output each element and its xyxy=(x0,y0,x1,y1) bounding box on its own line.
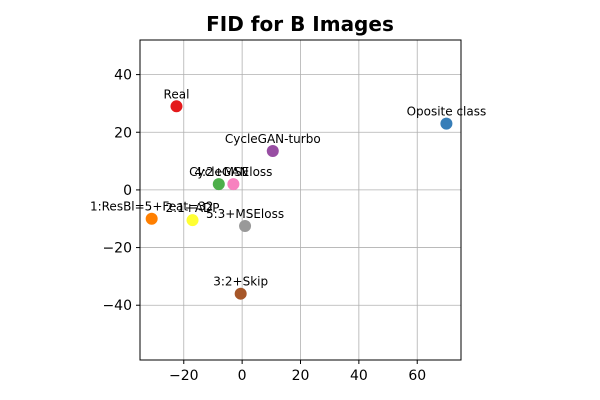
point-label: 5:3+MSEloss xyxy=(206,207,284,221)
x-tick-label: 0 xyxy=(238,368,247,384)
data-point xyxy=(212,178,225,191)
data-point xyxy=(266,144,279,157)
y-tick-label: 20 xyxy=(114,125,132,141)
data-point xyxy=(186,214,199,227)
x-tick-label: 20 xyxy=(292,368,310,384)
point-label: CycleGAN xyxy=(189,165,248,179)
axis-ticks: −20 0 20 40 60 −40 −20 0 20 40 xyxy=(102,68,426,384)
chart-title: FID for B Images xyxy=(206,12,394,36)
data-point xyxy=(239,219,252,232)
data-point xyxy=(440,117,453,130)
grid xyxy=(140,40,461,360)
point-label: 2:1+ADP xyxy=(165,201,219,215)
x-tick-label: 40 xyxy=(350,368,368,384)
plot-frame xyxy=(139,39,462,361)
data-points xyxy=(145,100,453,300)
data-point xyxy=(234,287,247,300)
data-point xyxy=(145,212,158,225)
x-tick-label: −20 xyxy=(169,368,199,384)
y-tick-label: 0 xyxy=(123,183,132,199)
y-tick-label: 40 xyxy=(114,68,132,84)
point-label: Real xyxy=(164,87,190,101)
point-label: 4:2+MSEloss xyxy=(194,165,272,179)
x-tick-label: 60 xyxy=(408,368,426,384)
point-label: 3:2+Skip xyxy=(213,275,268,289)
data-point xyxy=(170,100,183,113)
point-label: Oposite class xyxy=(407,105,487,119)
point-label: CycleGAN-turbo xyxy=(225,132,321,146)
y-tick-label: −20 xyxy=(102,241,132,257)
y-tick-label: −40 xyxy=(102,298,132,314)
data-point xyxy=(227,178,240,191)
point-labels: Real Oposite class CycleGAN-turbo CycleGAN4… xyxy=(90,87,486,288)
point-label: 1:ResBl=5+Feat=32 xyxy=(90,200,213,214)
